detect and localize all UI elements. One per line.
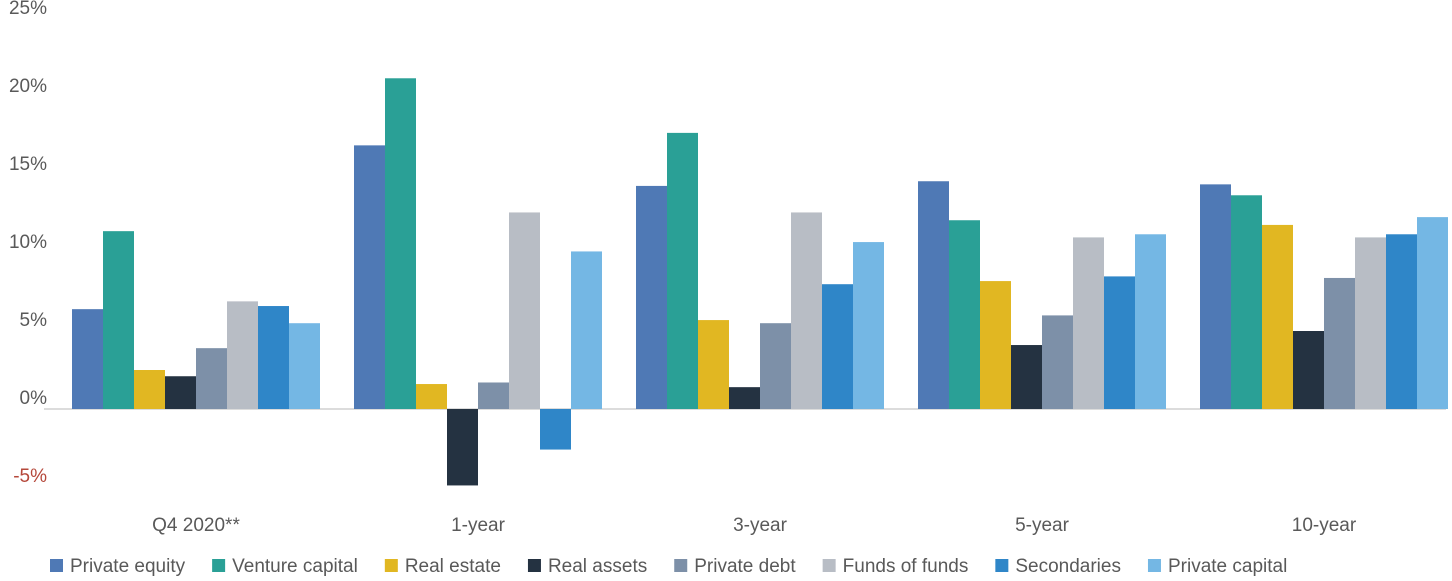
x-tick-label: 5-year [1015, 515, 1070, 536]
bar [1200, 184, 1231, 409]
y-tick-label: 5% [20, 310, 48, 331]
bar [1104, 276, 1135, 409]
bar [509, 212, 540, 409]
y-tick-label: 0% [20, 388, 48, 409]
legend-label: Secondaries [1015, 556, 1121, 577]
legend-swatch [1147, 559, 1161, 572]
bar [385, 78, 416, 409]
bar [853, 242, 884, 409]
bar [667, 132, 698, 409]
bar [1011, 345, 1042, 409]
bar [1231, 195, 1262, 409]
legend-swatch [822, 559, 836, 572]
bar [227, 301, 258, 409]
legend-label: Venture capital [232, 556, 358, 577]
bar [165, 376, 196, 409]
bar [571, 251, 602, 409]
legend-label: Real estate [405, 556, 501, 577]
x-tick-label: 3-year [733, 515, 788, 536]
legend-label: Private equity [70, 556, 186, 577]
bar [540, 409, 571, 450]
bar [791, 212, 822, 409]
x-tick-label: 1-year [451, 515, 506, 536]
y-tick-label: -5% [13, 466, 47, 487]
bar [447, 409, 478, 486]
bar [1417, 217, 1448, 409]
bar [196, 348, 227, 409]
y-tick-label: 20% [9, 76, 47, 97]
legend-swatch [527, 559, 541, 572]
legend-swatch [384, 559, 398, 572]
bar [636, 185, 667, 409]
bar [416, 384, 447, 409]
bar [134, 370, 165, 409]
bar [1386, 234, 1417, 409]
bar [1073, 237, 1104, 409]
bar [1324, 277, 1355, 409]
bar [918, 181, 949, 409]
bar [698, 320, 729, 409]
legend-swatch [995, 559, 1009, 572]
legend-swatch [212, 559, 226, 572]
y-tick-label: 15% [9, 154, 47, 175]
bar [729, 387, 760, 409]
x-tick-label: 10-year [1292, 515, 1357, 536]
legend-label: Private debt [694, 556, 796, 577]
x-tick-label: Q4 2020** [152, 515, 240, 536]
bar [103, 231, 134, 409]
bar [1355, 237, 1386, 409]
legend-swatch [50, 559, 63, 572]
bar [980, 281, 1011, 409]
bar [760, 323, 791, 409]
bar [822, 284, 853, 409]
bar [1042, 315, 1073, 409]
legend-label: Private capital [1168, 556, 1287, 577]
bar [72, 309, 103, 409]
legend-swatch [674, 559, 688, 572]
bar [1262, 224, 1293, 409]
bar [354, 145, 385, 410]
bar [289, 323, 320, 409]
bar [1293, 331, 1324, 409]
legend-label: Funds of funds [843, 556, 969, 577]
legend-label: Real assets [548, 556, 647, 577]
bar [258, 306, 289, 409]
bar [478, 382, 509, 409]
bar [949, 220, 980, 409]
bar [1135, 234, 1166, 409]
y-tick-label: 25% [9, 0, 47, 19]
y-tick-label: 10% [9, 232, 47, 253]
